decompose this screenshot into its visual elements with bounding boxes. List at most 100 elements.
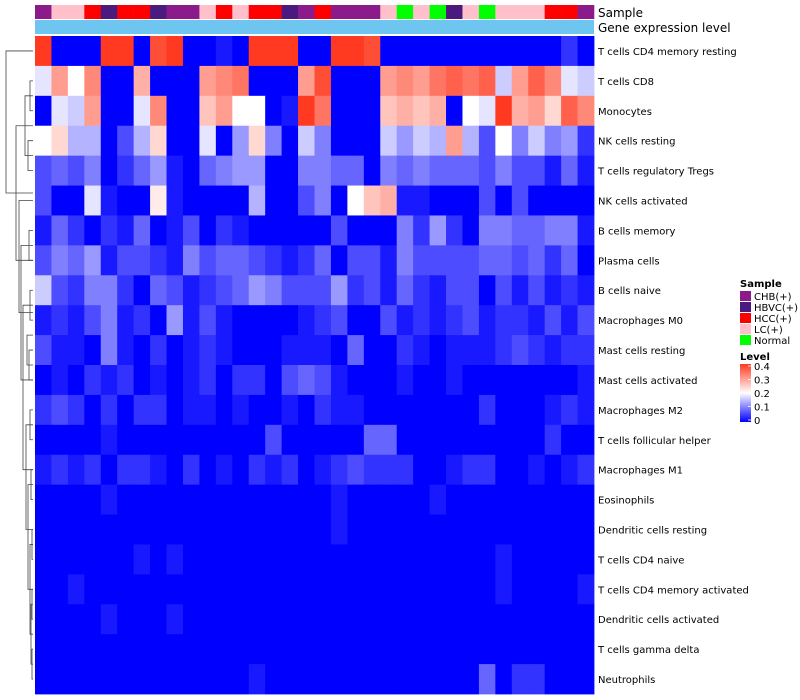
heatmap-cell <box>199 424 217 456</box>
sample-annotation-cell <box>314 5 332 19</box>
dendrogram-branch <box>25 424 33 530</box>
heatmap-cell <box>182 574 200 605</box>
heatmap-cell <box>281 185 299 216</box>
heatmap-cell <box>51 335 69 366</box>
heatmap-cell <box>380 574 398 605</box>
row-label: Eosinophils <box>598 496 654 507</box>
heatmap-cell <box>166 424 184 456</box>
heatmap-cell <box>84 125 102 157</box>
row-label: Macrophages M1 <box>598 466 683 477</box>
gene-expression-annotation-bar <box>35 20 594 34</box>
heatmap-cell <box>100 65 118 97</box>
heatmap-cell <box>577 185 595 216</box>
sample-annotation-cell <box>232 5 250 19</box>
heatmap-cell <box>478 275 496 306</box>
heatmap-cell <box>528 245 546 276</box>
heatmap-cell <box>380 155 398 186</box>
heatmap-cell <box>446 95 463 127</box>
heatmap-cell <box>528 574 546 605</box>
heatmap-cell <box>133 365 151 396</box>
heatmap-cell <box>100 155 118 186</box>
row-label: B cells memory <box>598 226 675 237</box>
heatmap-cell <box>182 305 200 336</box>
sample-annotation-cell <box>100 5 118 19</box>
heatmap-cell <box>35 155 52 186</box>
heatmap-cell <box>248 664 266 695</box>
heatmap-cell <box>363 185 381 216</box>
heatmap-cell <box>429 634 447 665</box>
heatmap-cell <box>363 245 381 276</box>
heatmap-cell <box>298 424 315 456</box>
heatmap-cell <box>577 424 595 456</box>
heatmap-cell <box>577 275 595 306</box>
heatmap-cell <box>51 155 69 186</box>
legend-sample-title: Sample <box>740 279 782 290</box>
row-label: T cells gamma delta <box>597 645 699 656</box>
heatmap-cell <box>84 604 102 635</box>
heatmap-cell <box>150 125 167 157</box>
heatmap-cell <box>100 215 118 246</box>
heatmap-cell <box>166 514 184 545</box>
heatmap-cell <box>347 95 365 127</box>
heatmap-cell <box>298 664 315 695</box>
heatmap-cell <box>248 275 266 306</box>
heatmap-cell <box>35 365 52 396</box>
heatmap-cell <box>265 484 283 515</box>
heatmap-cell <box>314 335 332 366</box>
heatmap-cell <box>35 574 52 605</box>
legend-sample-label: LC(+) <box>754 325 783 336</box>
heatmap-cell <box>232 36 250 67</box>
heatmap-cell <box>281 245 299 276</box>
heatmap-cell <box>511 95 529 127</box>
heatmap-cell <box>298 185 315 216</box>
sample-annotation-cell <box>347 5 365 19</box>
heatmap-cell <box>462 305 480 336</box>
heatmap-cell <box>298 155 315 186</box>
heatmap-cell <box>396 155 414 186</box>
heatmap-cell <box>133 454 151 486</box>
heatmap-cell <box>67 65 85 97</box>
heatmap-cell <box>561 305 578 336</box>
heatmap-cell <box>347 275 365 306</box>
heatmap-cell <box>117 394 135 426</box>
heatmap-cell <box>363 514 381 545</box>
heatmap-cell <box>396 335 414 366</box>
heatmap-cell <box>67 604 85 635</box>
heatmap-cell <box>199 275 217 306</box>
heatmap-cell <box>67 544 85 575</box>
heatmap-cell <box>561 95 578 127</box>
heatmap-cell <box>561 454 578 486</box>
heatmap-cell <box>133 125 151 157</box>
legend: Sample CHB(+)HBVC(+)HCC(+)LC(+)Normal Le… <box>740 279 798 427</box>
heatmap-cell <box>298 544 315 575</box>
heatmap-cell <box>413 305 430 336</box>
heatmap-cell <box>199 365 217 396</box>
heatmap-cell <box>544 185 562 216</box>
heatmap-cell <box>446 604 463 635</box>
heatmap-cell <box>117 125 135 157</box>
heatmap-cell <box>413 574 430 605</box>
sample-annotation-cell <box>363 5 381 19</box>
heatmap-cell <box>363 275 381 306</box>
sample-annotation-cell <box>84 5 102 19</box>
legend-level-tick-label: 0.3 <box>754 376 770 387</box>
heatmap-cell <box>166 544 184 575</box>
heatmap-cell <box>314 664 332 695</box>
row-label: B cells naive <box>598 286 661 297</box>
gene-expression-annotation-label: Gene expression level <box>598 21 731 35</box>
heatmap-cell <box>35 634 52 665</box>
heatmap-cell <box>35 36 52 67</box>
sample-annotation-cell <box>248 5 266 19</box>
heatmap-cell <box>133 335 151 366</box>
heatmap-cell <box>511 305 529 336</box>
heatmap-cell <box>35 245 52 276</box>
heatmap-cell <box>528 544 546 575</box>
heatmap-cell <box>495 335 513 366</box>
sample-annotation-cell <box>544 5 562 19</box>
heatmap-cell <box>429 305 447 336</box>
row-labels: T cells CD4 memory resting T cells CD8 Mon… <box>597 47 749 686</box>
legend-sample-swatch <box>740 335 751 345</box>
heatmap-cell <box>298 65 315 97</box>
heatmap-cell <box>117 65 135 97</box>
heatmap-cell <box>314 424 332 456</box>
